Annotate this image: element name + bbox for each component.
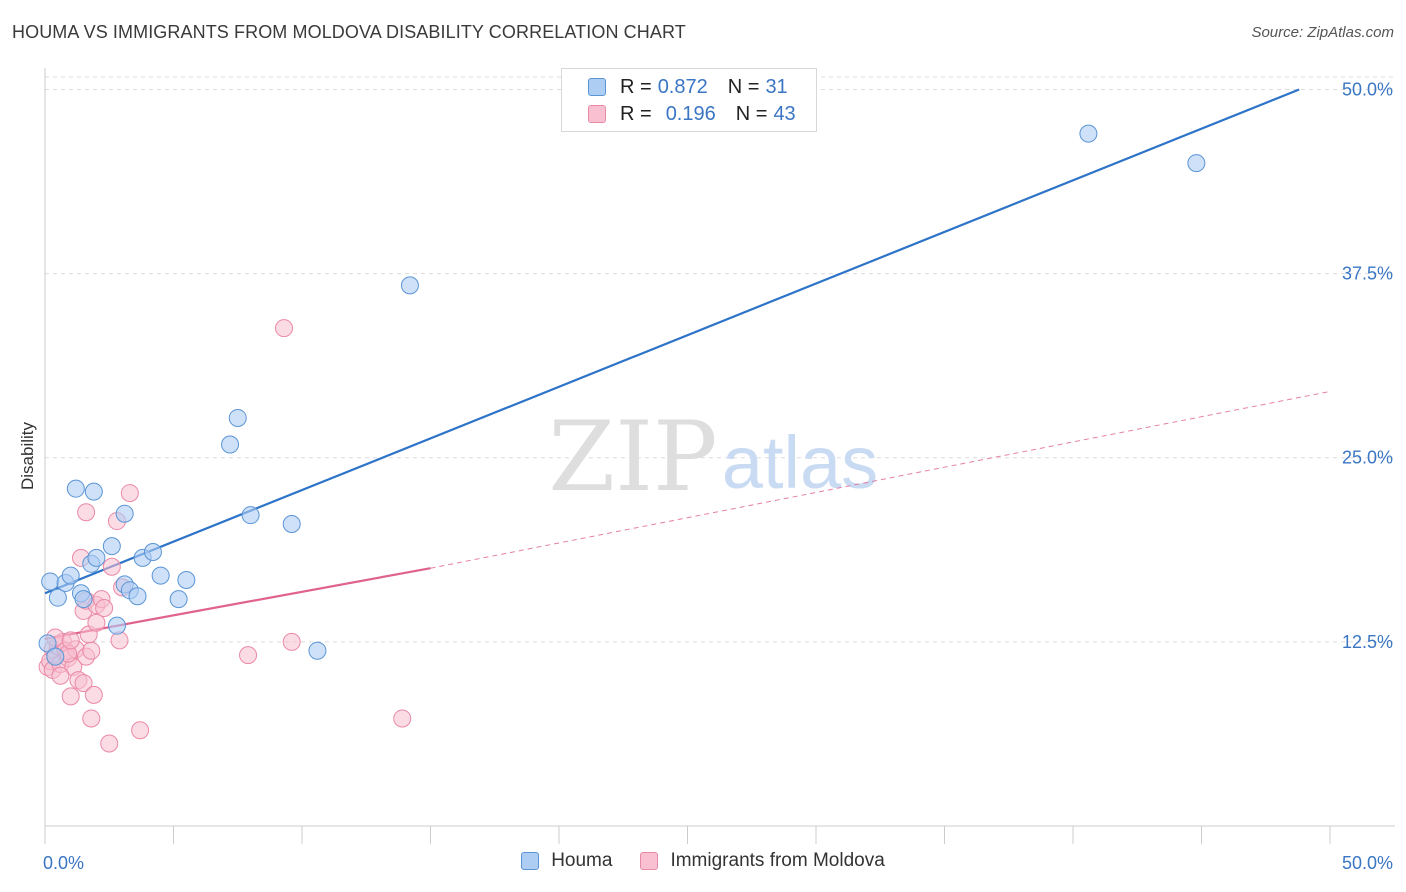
y-tick-label: 50.0% <box>1342 79 1393 99</box>
houma-point <box>1187 154 1206 173</box>
y-axis-label: Disability <box>18 421 37 490</box>
n-label: N = <box>735 102 768 125</box>
r-value: 0.196 <box>665 102 716 125</box>
legend-item-moldova[interactable]: Immigrants from Moldova <box>640 850 885 872</box>
houma-point <box>169 590 188 609</box>
moldova-legend-label: Immigrants from Moldova <box>670 850 885 871</box>
houma-point <box>228 408 247 427</box>
moldova-swatch <box>588 105 606 123</box>
houma-point <box>48 588 67 607</box>
houma-point <box>221 435 240 454</box>
houma-legend-swatch <box>521 852 540 870</box>
houma-point <box>400 276 419 295</box>
y-tick-label: 12.5% <box>1342 632 1393 652</box>
legend-row-moldova: R = 0.196 N = 43 <box>588 101 796 127</box>
y-tick-label: 25.0% <box>1342 448 1393 468</box>
houma-point <box>115 504 134 523</box>
houma-point <box>1079 124 1098 143</box>
moldova-point <box>87 613 106 632</box>
correlation-legend: R = 0.872 N = 31 R = 0.196 N = 43 <box>561 68 817 132</box>
moldova-point <box>77 503 96 522</box>
x-tick-label: 50.0% <box>1342 853 1393 873</box>
moldova-point <box>74 674 93 693</box>
watermark-atlas: atlas <box>722 421 878 504</box>
houma-point <box>66 479 85 498</box>
moldova-point <box>239 646 258 665</box>
r-value: 0.872 <box>657 75 708 98</box>
tick-labels: 12.5% 25.0% 37.5% 50.0% 0.0% 50.0% <box>43 79 1393 873</box>
houma-point <box>84 482 103 501</box>
houma-point <box>87 548 106 567</box>
houma-point <box>308 641 327 660</box>
houma-point <box>177 570 196 589</box>
houma-point <box>61 566 80 585</box>
source-label: Source: ZipAtlas.com <box>1251 24 1394 41</box>
houma-trend-line <box>44 88 1300 595</box>
houma-point <box>241 506 260 525</box>
moldova-point <box>100 734 119 753</box>
moldova-legend-swatch <box>640 852 659 870</box>
r-label: R = <box>620 102 652 125</box>
houma-point <box>38 634 57 653</box>
n-value: 43 <box>773 102 796 125</box>
moldova-point <box>82 641 101 660</box>
houma-point <box>128 587 147 606</box>
legend-item-houma[interactable]: Houma <box>521 850 612 872</box>
series-legend: Houma Immigrants from Moldova <box>0 850 1406 872</box>
moldova-point <box>95 598 114 617</box>
axes <box>44 68 1395 844</box>
houma-swatch <box>588 78 606 96</box>
moldova-point <box>61 687 80 706</box>
houma-legend-label: Houma <box>551 850 613 871</box>
moldova-point <box>393 709 412 728</box>
legend-row-houma: R = 0.872 N = 31 <box>588 74 788 100</box>
houma-point <box>282 515 301 534</box>
houma-point <box>107 616 126 635</box>
n-label: N = <box>727 75 760 98</box>
moldova-point <box>51 666 70 685</box>
moldova-point <box>82 709 101 728</box>
moldova-point <box>84 685 103 704</box>
houma-point <box>41 572 60 591</box>
x-tick-label: 0.0% <box>43 853 84 873</box>
n-value: 31 <box>765 75 788 98</box>
moldova-point <box>110 631 129 650</box>
moldova-point <box>282 632 301 651</box>
houma-point <box>151 566 170 585</box>
houma-point <box>74 590 93 609</box>
houma-point <box>143 543 162 562</box>
moldova-point <box>61 631 80 650</box>
watermark-zip: ZIP <box>548 401 717 513</box>
watermark: ZIP atlas <box>548 401 878 513</box>
moldova-point <box>275 319 294 338</box>
trend-lines <box>44 88 1331 641</box>
houma-point <box>102 537 121 556</box>
moldova-point <box>120 484 139 503</box>
houma-point <box>46 647 65 666</box>
y-tick-label: 37.5% <box>1342 264 1393 284</box>
r-label: R = <box>620 75 652 98</box>
chart-title: HOUMA VS IMMIGRANTS FROM MOLDOVA DISABIL… <box>12 22 686 42</box>
moldova-point <box>102 557 121 576</box>
moldova-point <box>131 721 150 740</box>
data-points <box>38 124 1206 753</box>
